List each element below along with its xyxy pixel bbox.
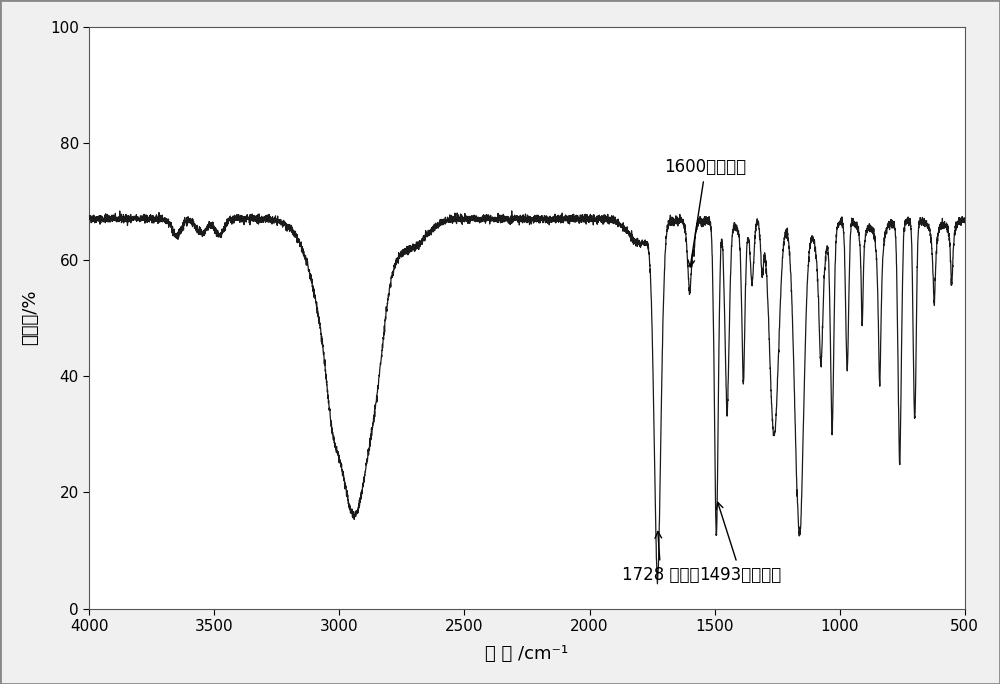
Text: 1728 酰碳基: 1728 酰碳基 [622, 531, 700, 583]
Text: 1493苯环骨架: 1493苯环骨架 [700, 502, 782, 583]
Y-axis label: 透光率/%: 透光率/% [21, 290, 39, 345]
X-axis label: 波 数 /cm⁻¹: 波 数 /cm⁻¹ [485, 645, 569, 663]
Text: 1600苯环骨架: 1600苯环骨架 [665, 158, 747, 267]
